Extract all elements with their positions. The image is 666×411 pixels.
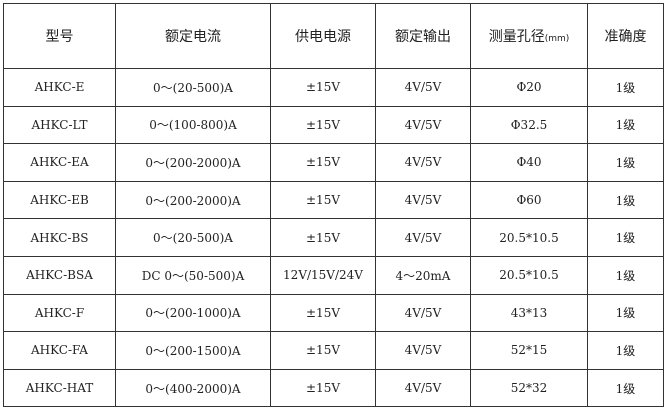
cell-aperture: Φ20 <box>470 68 588 107</box>
cell-rated-output: 4V/5V <box>375 180 471 220</box>
cell-accuracy: 1级 <box>587 105 664 145</box>
header-rated-output: 额定输出 <box>375 3 471 69</box>
cell-model: AHKC-F <box>3 293 116 333</box>
cell-rated-current: 0～(200-2000)A <box>115 180 271 220</box>
cell-power-supply: ±15V <box>270 180 376 220</box>
table-row: AHKC-EB 0～(200-2000)A ±15V 4V/5V Φ60 1级 <box>3 180 664 220</box>
cell-aperture: Φ60 <box>470 180 588 220</box>
cell-rated-output: 4V/5V <box>375 105 471 145</box>
header-accuracy: 准确度 <box>587 3 664 69</box>
table-row: AHKC-E 0～(20-500)A ±15V 4V/5V Φ20 1级 <box>3 68 664 107</box>
cell-rated-current: 0～(400-2000)A <box>115 368 271 408</box>
cell-rated-current: 0～(20-500)A <box>115 68 271 107</box>
cell-aperture: 20.5*10.5 <box>470 218 588 257</box>
cell-power-supply: ±15V <box>270 68 376 107</box>
cell-rated-current: 0～(200-1500)A <box>115 331 271 370</box>
cell-model: AHKC-BS <box>3 218 116 257</box>
cell-rated-output: 4V/5V <box>375 143 471 182</box>
cell-rated-output: 4～20mA <box>375 255 471 295</box>
cell-model: AHKC-E <box>3 68 116 107</box>
header-row: 型号 额定电流 供电电源 额定输出 测量孔径(mm) 准确度 <box>3 3 664 69</box>
cell-aperture: 52*32 <box>470 368 588 408</box>
table-row: AHKC-BSA DC 0～(50-500)A 12V/15V/24V 4～20mA 2… <box>3 255 664 295</box>
cell-rated-output: 4V/5V <box>375 218 471 257</box>
cell-model: AHKC-FA <box>3 331 116 370</box>
cell-model: AHKC-EB <box>3 180 116 220</box>
header-aperture: 测量孔径(mm) <box>470 3 588 69</box>
cell-rated-current: DC 0～(50-500)A <box>115 255 271 295</box>
spec-table: 型号 额定电流 供电电源 额定输出 测量孔径(mm) 准确度 AHKC-E 0～(… <box>3 3 664 408</box>
cell-accuracy: 1级 <box>587 218 664 257</box>
cell-rated-current: 0～(200-1000)A <box>115 293 271 333</box>
table-row: AHKC-F 0～(200-1000)A ±15V 4V/5V 43*13 1级 <box>3 293 664 333</box>
cell-rated-output: 4V/5V <box>375 68 471 107</box>
cell-model: AHKC-LT <box>3 105 116 145</box>
table-row: AHKC-EA 0～(200-2000)A ±15V 4V/5V Φ40 1级 <box>3 143 664 182</box>
cell-aperture: Φ32.5 <box>470 105 588 145</box>
header-model: 型号 <box>3 3 116 69</box>
cell-power-supply: ±15V <box>270 368 376 408</box>
cell-power-supply: ±15V <box>270 218 376 257</box>
cell-rated-current: 0～(20-500)A <box>115 218 271 257</box>
header-power-supply: 供电电源 <box>270 3 376 69</box>
header-aperture-unit: (mm) <box>544 34 570 44</box>
table-row: AHKC-FA 0～(200-1500)A ±15V 4V/5V 52*15 1级 <box>3 331 664 370</box>
cell-accuracy: 1级 <box>587 180 664 220</box>
cell-accuracy: 1级 <box>587 68 664 107</box>
cell-accuracy: 1级 <box>587 368 664 408</box>
cell-aperture: 43*13 <box>470 293 588 333</box>
cell-model: AHKC-HAT <box>3 368 116 408</box>
cell-accuracy: 1级 <box>587 255 664 295</box>
cell-accuracy: 1级 <box>587 293 664 333</box>
cell-accuracy: 1级 <box>587 143 664 182</box>
cell-rated-output: 4V/5V <box>375 368 471 408</box>
table-row: AHKC-HAT 0～(400-2000)A ±15V 4V/5V 52*32 1级 <box>3 368 664 408</box>
table-row: AHKC-LT 0～(100-800)A ±15V 4V/5V Φ32.5 1级 <box>3 105 664 145</box>
cell-power-supply: ±15V <box>270 293 376 333</box>
cell-power-supply: 12V/15V/24V <box>270 255 376 295</box>
cell-rated-current: 0～(100-800)A <box>115 105 271 145</box>
cell-power-supply: ±15V <box>270 331 376 370</box>
cell-aperture: Φ40 <box>470 143 588 182</box>
table-row: AHKC-BS 0～(20-500)A ±15V 4V/5V 20.5*10.5 1级 <box>3 218 664 257</box>
cell-model: AHKC-BSA <box>3 255 116 295</box>
cell-accuracy: 1级 <box>587 331 664 370</box>
cell-rated-current: 0～(200-2000)A <box>115 143 271 182</box>
cell-aperture: 20.5*10.5 <box>470 255 588 295</box>
cell-rated-output: 4V/5V <box>375 331 471 370</box>
cell-rated-output: 4V/5V <box>375 293 471 333</box>
cell-aperture: 52*15 <box>470 331 588 370</box>
cell-power-supply: ±15V <box>270 105 376 145</box>
cell-model: AHKC-EA <box>3 143 116 182</box>
header-rated-current: 额定电流 <box>115 3 271 69</box>
header-aperture-label: 测量孔径 <box>488 29 545 45</box>
cell-power-supply: ±15V <box>270 143 376 182</box>
